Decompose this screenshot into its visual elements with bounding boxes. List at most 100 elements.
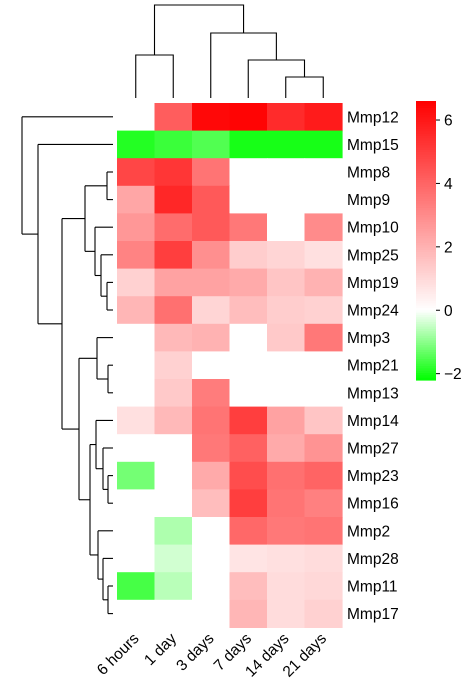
row-label: Mmp21: [347, 358, 399, 375]
heatmap-cell: [154, 517, 193, 546]
heatmap-cell: [267, 351, 306, 380]
legend-swatch: [416, 273, 436, 276]
legend-swatch: [416, 110, 436, 114]
heatmap-cell: [154, 241, 193, 270]
heatmap-cell: [229, 296, 268, 325]
heatmap-cell: [117, 461, 156, 490]
legend-swatch: [416, 207, 436, 211]
row-label: Mmp13: [347, 385, 399, 402]
legend-swatch: [416, 152, 436, 156]
legend-swatch: [416, 231, 436, 235]
heatmap-cell: [117, 323, 156, 352]
dendrogram-branch: [135, 54, 174, 98]
row-label: Mmp14: [347, 413, 399, 430]
legend-tick-label: −2: [444, 366, 462, 383]
heatmap-cell: [304, 599, 343, 628]
heatmap-cell: [304, 351, 343, 380]
legend-swatch: [416, 338, 436, 342]
legend-swatch: [416, 177, 436, 181]
legend-swatch: [416, 312, 436, 316]
heatmap-cell: [192, 158, 231, 187]
heatmap-cell: [229, 406, 268, 435]
heatmap-cell: [304, 103, 343, 132]
legend-swatch: [416, 307, 436, 311]
heatmap-cell: [267, 379, 306, 408]
row-label: Mmp10: [347, 220, 399, 237]
color-legend: 6 4 2 0 −2: [416, 101, 462, 383]
heatmap-cell: [154, 599, 193, 628]
heatmap-cell: [117, 434, 156, 463]
heatmap-cell: [229, 434, 268, 463]
heatmap-cell: [229, 241, 268, 270]
legend-swatch: [416, 354, 436, 358]
heatmap-cell: [267, 323, 306, 352]
legend-swatch: [416, 205, 436, 209]
legend-swatch: [416, 149, 436, 153]
heatmap-cell: [229, 268, 268, 297]
legend-swatch: [416, 356, 436, 360]
legend-swatch: [416, 126, 436, 130]
heatmap-cell: [154, 296, 193, 325]
legend-swatch: [416, 233, 436, 237]
heatmap-cell: [117, 379, 156, 408]
heatmap-cell: [192, 351, 231, 380]
row-label: Mmp16: [347, 496, 399, 513]
legend-swatch: [416, 275, 436, 279]
heatmap-cell: [154, 461, 193, 490]
row-label: Mmp27: [347, 441, 399, 458]
heatmap-cell: [304, 130, 343, 159]
heatmap-cell: [117, 130, 156, 159]
legend-swatch: [416, 335, 436, 339]
legend-swatch: [416, 226, 436, 230]
legend-swatch: [416, 105, 436, 109]
heatmap-cell: [267, 544, 306, 573]
row-label: Mmp3: [347, 330, 390, 347]
heatmap-cell: [117, 544, 156, 573]
heatmap-cell: [117, 296, 156, 325]
legend-swatch: [416, 200, 436, 204]
legend-swatch: [416, 131, 436, 135]
dendrogram-branch: [210, 32, 277, 98]
heatmap-cell: [117, 517, 156, 546]
legend-swatch: [416, 138, 436, 142]
heatmap-cell: [267, 296, 306, 325]
legend-swatch: [416, 280, 436, 283]
heatmap-cell: [154, 489, 193, 518]
legend-swatch: [416, 224, 436, 228]
heatmap-cell: [304, 268, 343, 297]
column-label: 3 days: [173, 630, 217, 674]
heatmap-cell: [117, 213, 156, 242]
heatmap-cell: [229, 489, 268, 518]
heatmap-cell: [117, 241, 156, 270]
legend-swatch: [416, 170, 436, 174]
legend-swatch: [416, 145, 436, 149]
heatmap-cell: [192, 103, 231, 132]
heatmap-cell: [229, 103, 268, 132]
row-label: Mmp8: [347, 165, 390, 182]
legend-swatch: [416, 217, 436, 221]
legend-swatch: [416, 259, 436, 263]
heatmap-cell: [192, 517, 231, 546]
heatmap-cell: [304, 517, 343, 546]
heatmap-cell: [267, 434, 306, 463]
legend-swatch: [416, 198, 436, 202]
heatmap-cell: [267, 489, 306, 518]
legend-swatch: [416, 277, 436, 281]
legend-swatch: [416, 314, 436, 318]
heatmap-cell: [192, 544, 231, 573]
row-label: Mmp19: [347, 275, 399, 292]
legend-swatch: [416, 128, 436, 132]
dendrogram-branch: [247, 59, 306, 98]
heatmap-cell: [117, 103, 156, 132]
heatmap-cell: [192, 599, 231, 628]
heatmap-cell: [154, 323, 193, 352]
heatmap-cell: [304, 544, 343, 573]
heatmap-cell: [304, 572, 343, 601]
row-label: Mmp9: [347, 192, 390, 209]
legend-swatch: [416, 247, 436, 251]
heatmap-cell: [304, 213, 343, 242]
column-dendrogram: [135, 4, 324, 98]
row-label: Mmp28: [347, 551, 399, 568]
legend-swatch: [416, 124, 436, 128]
legend-swatch: [416, 228, 436, 232]
